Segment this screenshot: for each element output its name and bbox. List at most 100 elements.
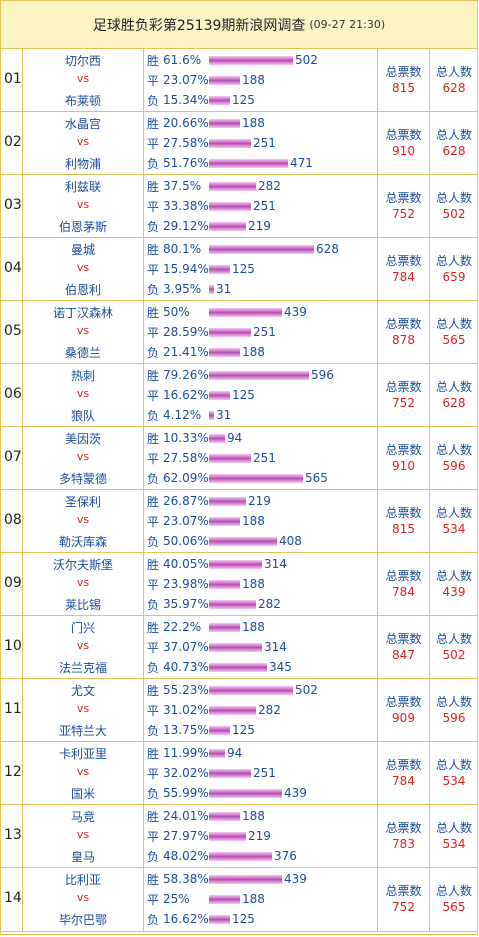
vs-label: vs [76, 450, 90, 463]
survey-title: 足球胜负彩第25139期新浪网调查 [92, 17, 306, 34]
total-people-label: 总人数 [435, 65, 472, 79]
away-team[interactable]: 毕尔巴鄂 [58, 913, 107, 927]
total-votes-cell: 总票数 752 [378, 364, 430, 426]
total-votes-value: 909 [392, 711, 415, 725]
total-people-value: 565 [442, 900, 466, 914]
teams-cell: 诺丁汉森林 vs 桑德兰 [23, 301, 144, 363]
draw-bar [209, 831, 246, 841]
win-percent: 55.23% [163, 683, 209, 697]
home-team[interactable]: 诺丁汉森林 [52, 306, 113, 320]
total-people-label: 总人数 [435, 884, 472, 898]
home-team[interactable]: 卡利亚里 [58, 747, 107, 761]
vs-label: vs [76, 198, 90, 211]
away-team[interactable]: 莱比锡 [64, 598, 101, 612]
away-team[interactable]: 勒沃库森 [58, 535, 107, 549]
away-team[interactable]: 法兰克福 [58, 661, 107, 675]
teams-cell: 比利亚 vs 毕尔巴鄂 [23, 868, 144, 931]
win-label: 胜 [147, 431, 160, 446]
win-votes: 219 [248, 494, 271, 508]
vote-stats-cell: 胜 58.38% 439 平 25% 188 负 16.62% 125 [144, 868, 378, 931]
away-team[interactable]: 亚特兰大 [58, 724, 107, 738]
home-team[interactable]: 水晶宫 [64, 117, 101, 131]
draw-votes: 251 [253, 766, 276, 780]
home-team[interactable]: 热刺 [70, 369, 95, 383]
win-votes: 628 [316, 242, 339, 256]
match-number-cell: 07 [1, 427, 23, 489]
home-team[interactable]: 沃尔夫斯堡 [52, 558, 113, 572]
win-label: 胜 [147, 494, 160, 509]
loss-label: 负 [147, 723, 160, 738]
total-votes-value: 784 [392, 585, 415, 599]
away-team[interactable]: 多特蒙德 [58, 472, 107, 486]
win-percent: 61.6% [163, 53, 202, 67]
loss-bar [209, 158, 288, 168]
total-votes-cell: 总票数 783 [378, 805, 430, 867]
loss-percent: 4.12% [163, 408, 202, 422]
total-people-value: 596 [442, 711, 466, 725]
win-votes: 502 [295, 53, 318, 67]
total-people-label: 总人数 [435, 569, 472, 583]
away-team[interactable]: 布莱顿 [64, 94, 101, 108]
total-votes-cell: 总票数 784 [378, 238, 430, 300]
total-votes-value: 784 [392, 270, 415, 284]
draw-label: 平 [147, 199, 160, 214]
win-label: 胜 [147, 179, 160, 194]
vote-stats-cell: 胜 50% 439 平 28.59% 251 负 21.41% 188 [144, 301, 378, 363]
match-row: 05 诺丁汉森林 vs 桑德兰 胜 50% 439 平 28.59% 251 负 21.41% 188 总… [1, 301, 477, 364]
draw-percent: 27.97% [163, 829, 209, 843]
away-team[interactable]: 皇马 [70, 850, 95, 864]
total-votes-label: 总票数 [385, 758, 422, 772]
loss-line: 负 50.06% 408 [147, 532, 302, 550]
win-percent: 24.01% [163, 809, 209, 823]
vs-label: vs [76, 387, 90, 400]
win-votes: 596 [311, 368, 334, 382]
home-team[interactable]: 马竞 [70, 810, 95, 824]
draw-line: 平 37.07% 314 [147, 638, 287, 656]
draw-line: 平 15.94% 125 [147, 260, 255, 278]
away-team[interactable]: 利物浦 [64, 157, 101, 171]
total-votes-cell: 总票数 752 [378, 175, 430, 237]
total-people-cell: 总人数 628 [430, 112, 478, 174]
home-team[interactable]: 切尔西 [64, 54, 101, 68]
win-line: 胜 20.66% 188 [147, 114, 265, 132]
draw-percent: 15.94% [163, 262, 209, 276]
match-row: 02 水晶宫 vs 利物浦 胜 20.66% 188 平 27.58% 251 负 51.76% 471… [1, 112, 477, 175]
total-people-cell: 总人数 534 [430, 805, 478, 867]
draw-percent: 16.62% [163, 388, 209, 402]
win-label: 胜 [147, 242, 160, 257]
vs-label: vs [76, 513, 90, 526]
away-team[interactable]: 桑德兰 [64, 346, 101, 360]
home-team[interactable]: 门兴 [70, 621, 95, 635]
loss-bar [209, 914, 230, 924]
loss-votes: 376 [274, 849, 297, 863]
win-bar [209, 559, 262, 569]
win-percent: 79.26% [163, 368, 209, 382]
total-votes-value: 752 [392, 207, 415, 221]
home-team[interactable]: 圣保利 [64, 495, 101, 509]
total-people-cell: 总人数 565 [430, 868, 478, 931]
win-label: 胜 [147, 557, 160, 572]
home-team[interactable]: 曼城 [70, 243, 95, 257]
draw-percent: 25% [163, 892, 190, 906]
away-team[interactable]: 国米 [70, 787, 95, 801]
home-team[interactable]: 利兹联 [64, 180, 101, 194]
loss-percent: 50.06% [163, 534, 209, 548]
win-label: 胜 [147, 809, 160, 824]
win-bar [209, 118, 240, 128]
away-team[interactable]: 狼队 [70, 409, 95, 423]
home-team[interactable]: 美因茨 [64, 432, 101, 446]
draw-bar [209, 264, 230, 274]
draw-label: 平 [147, 766, 160, 781]
home-team[interactable]: 尤文 [70, 684, 95, 698]
win-line: 胜 24.01% 188 [147, 807, 265, 825]
home-team[interactable]: 比利亚 [64, 873, 101, 887]
win-bar [209, 496, 246, 506]
win-votes: 439 [284, 305, 307, 319]
away-team[interactable]: 伯恩茅斯 [58, 220, 107, 234]
loss-votes: 282 [258, 597, 281, 611]
total-people-label: 总人数 [435, 758, 472, 772]
match-number: 08 [4, 512, 22, 528]
away-team[interactable]: 伯恩利 [64, 283, 101, 297]
match-number: 02 [4, 134, 22, 150]
win-line: 胜 80.1% 628 [147, 240, 339, 258]
